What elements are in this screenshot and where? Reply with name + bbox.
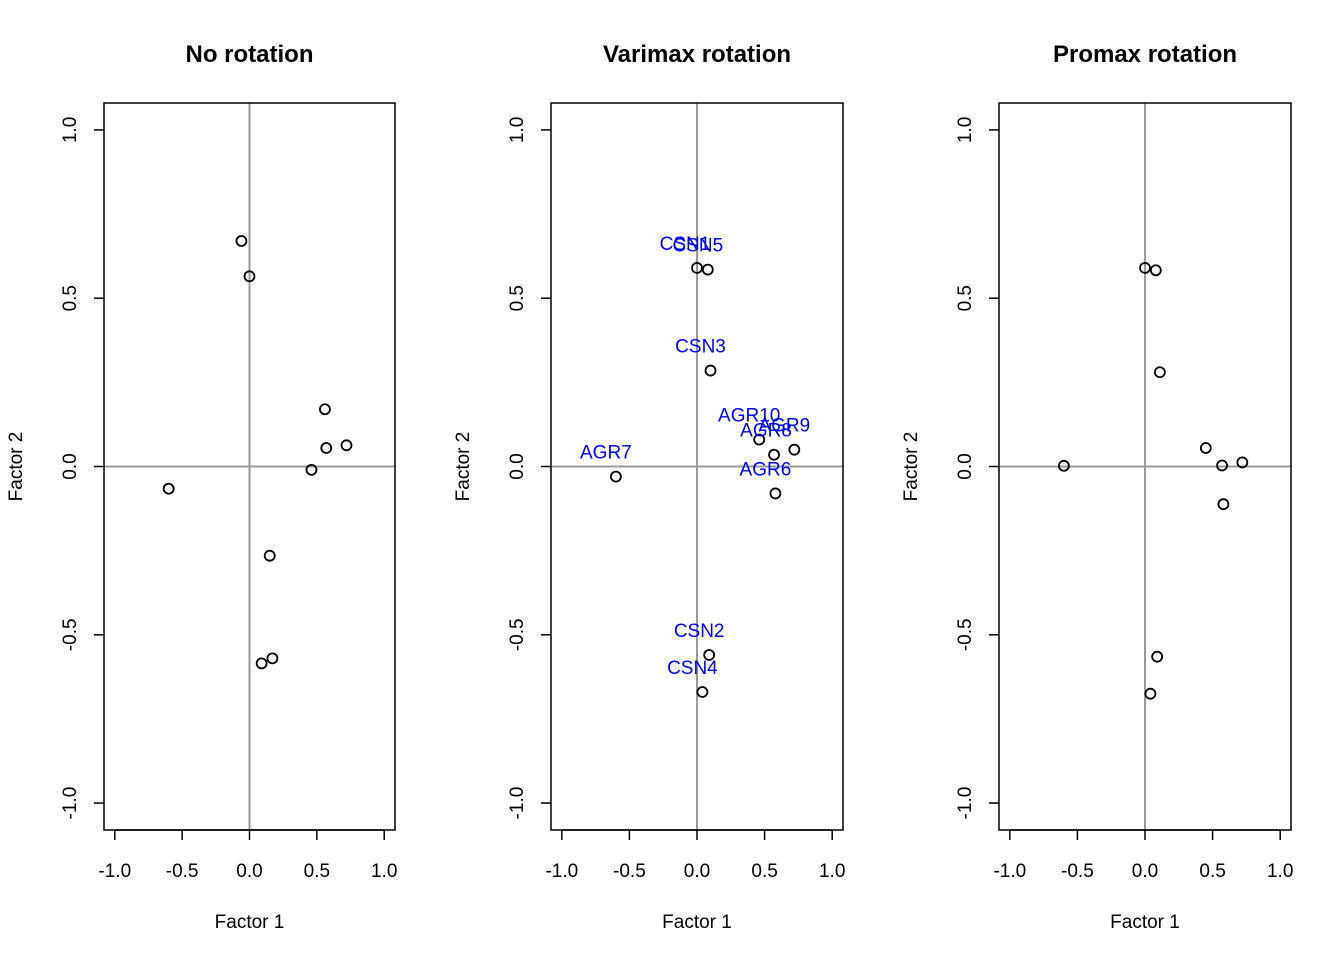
x-tick-label: 0.5	[1199, 861, 1225, 882]
x-tick-label: -1.0	[545, 861, 578, 882]
y-tick-label: -0.5	[507, 618, 528, 651]
data-point	[1236, 456, 1249, 469]
y-tick-label: -1.0	[60, 787, 81, 820]
point-label: CSN1	[660, 234, 711, 255]
data-point	[1153, 366, 1166, 379]
x-axis-title: Factor 1	[215, 912, 285, 933]
x-tick-label: 0.0	[1132, 861, 1158, 882]
data-point	[701, 263, 714, 276]
y-tick-label: 0.0	[60, 453, 81, 479]
data-point	[162, 482, 175, 495]
data-point	[319, 403, 331, 416]
data-point	[340, 439, 353, 452]
point-label: CSN2	[674, 621, 725, 642]
data-point	[320, 442, 333, 454]
x-tick-label: -0.5	[1061, 861, 1094, 882]
y-tick-label: 0.0	[507, 453, 528, 479]
data-point	[696, 686, 709, 698]
y-tick-label: -1.0	[507, 787, 528, 820]
point-label: AGR10	[718, 406, 780, 427]
data-point	[243, 270, 256, 283]
x-tick-label: -1.0	[993, 861, 1026, 882]
y-axis-title: Factor 2	[901, 432, 922, 502]
y-tick-label: 1.0	[507, 117, 528, 143]
y-axis-title: Factor 2	[453, 432, 474, 502]
data-point	[788, 443, 801, 456]
point-label: CSN3	[675, 337, 726, 358]
data-point	[1217, 498, 1230, 511]
panel-2: Varimax rotation -1.0 -0.5 0.0 0.5 1.0 -1.0 -0.…	[453, 41, 845, 933]
data-point	[1144, 687, 1157, 700]
x-tick-label: 0.0	[684, 861, 710, 882]
y-tick-label: -0.5	[60, 618, 81, 651]
point-label: AGR6	[740, 459, 792, 480]
data-point	[609, 470, 622, 483]
x-tick-label: -0.5	[613, 861, 646, 882]
y-tick-label: 0.5	[955, 285, 976, 311]
data-point	[255, 657, 268, 670]
x-tick-label: -0.5	[166, 861, 199, 882]
point-label: CSN4	[667, 658, 718, 679]
y-tick-label: 0.5	[60, 285, 81, 311]
y-tick-label: 1.0	[955, 117, 976, 143]
data-point	[1216, 459, 1228, 472]
y-tick-label: 0.0	[955, 453, 976, 479]
y-tick-label: 1.0	[60, 117, 81, 143]
point-label: AGR7	[580, 443, 632, 464]
y-tick-label: 0.5	[507, 285, 528, 311]
data-point	[1149, 264, 1162, 277]
data-point	[305, 463, 318, 476]
x-tick-label: -1.0	[98, 861, 131, 882]
data-point	[768, 448, 780, 461]
data-point	[703, 649, 716, 661]
data-point	[704, 364, 717, 377]
point-label: AGR9	[758, 416, 810, 437]
x-tick-label: 1.0	[1267, 861, 1293, 882]
data-point	[266, 652, 279, 665]
data-point	[1151, 650, 1164, 663]
data-point	[1057, 459, 1070, 472]
x-tick-label: 0.5	[751, 861, 777, 882]
panel-1: No rotation -1.0 -0.5 0.0 0.5 1.0 -1.0 -0.5 0.0 0…	[6, 41, 397, 933]
point-label: AGR8	[740, 421, 792, 442]
x-axis-title: Factor 1	[1110, 912, 1180, 933]
y-tick-label: -0.5	[955, 618, 976, 651]
x-tick-label: 1.0	[371, 861, 397, 882]
data-point	[769, 487, 782, 500]
x-tick-label: 1.0	[819, 861, 845, 882]
data-point	[753, 433, 766, 446]
data-point	[235, 235, 248, 247]
data-point	[1199, 442, 1212, 454]
data-point	[691, 262, 703, 274]
y-tick-label: -1.0	[955, 787, 976, 820]
chart-title: Varimax rotation	[603, 41, 791, 68]
panel-3: Promax rotation -1.0 -0.5 0.0 0.5 1.0 -1.0 -0.5…	[901, 41, 1293, 933]
chart-title: Promax rotation	[1053, 41, 1237, 68]
x-axis-title: Factor 1	[662, 912, 732, 933]
chart-title: No rotation	[186, 41, 314, 68]
x-tick-label: 0.0	[236, 861, 262, 882]
data-point	[1139, 262, 1151, 274]
x-tick-label: 0.5	[304, 861, 330, 882]
y-axis-title: Factor 2	[6, 432, 27, 502]
point-label: CSN5	[672, 236, 723, 257]
data-point	[263, 549, 276, 562]
